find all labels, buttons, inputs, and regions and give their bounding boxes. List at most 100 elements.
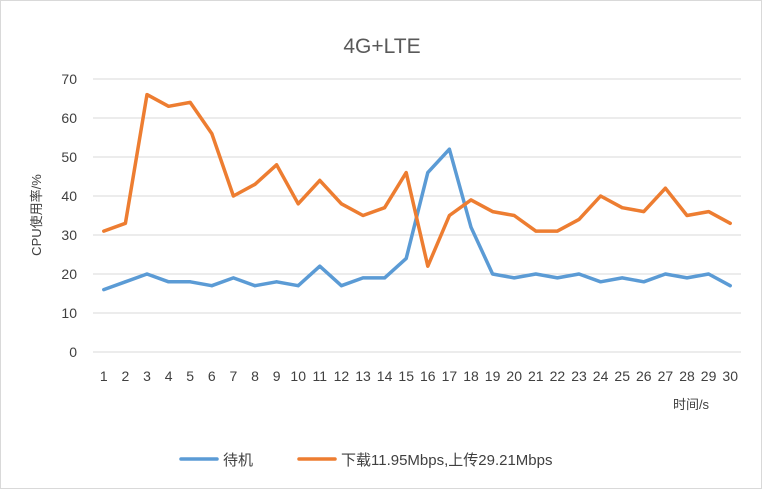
data-point bbox=[383, 276, 387, 280]
y-tick-label: 60 bbox=[61, 110, 77, 126]
chart-title: 4G+LTE bbox=[343, 35, 420, 58]
legend: 待机 下载11.95Mbps,上传29.21Mbps bbox=[179, 452, 553, 469]
data-point bbox=[318, 178, 322, 182]
data-point bbox=[491, 272, 495, 276]
series-line-1 bbox=[102, 92, 732, 268]
data-point bbox=[167, 104, 171, 108]
x-tick-label: 19 bbox=[485, 368, 501, 384]
x-tick-label: 2 bbox=[122, 368, 130, 384]
data-point bbox=[145, 93, 149, 97]
data-point bbox=[707, 272, 711, 276]
data-point bbox=[707, 210, 711, 214]
data-point bbox=[620, 276, 624, 280]
x-tick-label: 15 bbox=[398, 368, 414, 384]
data-point bbox=[231, 276, 235, 280]
legend-label-1: 下载11.95Mbps,上传29.21Mbps bbox=[341, 452, 553, 469]
x-tick-label: 7 bbox=[230, 368, 238, 384]
data-point bbox=[512, 276, 516, 280]
x-tick-label: 30 bbox=[722, 368, 738, 384]
x-tick-label: 18 bbox=[463, 368, 479, 384]
y-tick-label: 0 bbox=[69, 344, 77, 360]
x-tick-label: 4 bbox=[165, 368, 173, 384]
data-point bbox=[685, 276, 689, 280]
data-point bbox=[685, 214, 689, 217]
data-point bbox=[426, 264, 430, 268]
data-point bbox=[728, 284, 732, 288]
x-tick-label: 13 bbox=[355, 368, 371, 384]
data-point bbox=[599, 280, 603, 284]
data-point bbox=[318, 264, 322, 268]
y-axis-ticks: 0 10 20 30 40 50 60 70 bbox=[61, 71, 77, 360]
x-tick-label: 27 bbox=[658, 368, 674, 384]
x-tick-label: 29 bbox=[701, 368, 717, 384]
data-point bbox=[275, 163, 279, 167]
x-axis-label: 时间/s bbox=[673, 397, 710, 412]
data-point bbox=[167, 280, 171, 284]
data-point bbox=[642, 210, 646, 214]
data-point bbox=[188, 100, 192, 104]
x-tick-label: 3 bbox=[143, 368, 151, 384]
x-axis-ticks: 1 2 3 4 5 6 7 8 9 10 11 12 13 14 15 16 17 18 19 20 21 22 23 24 2… bbox=[100, 368, 738, 384]
x-tick-label: 9 bbox=[273, 368, 281, 384]
data-point bbox=[383, 206, 387, 210]
x-tick-label: 23 bbox=[571, 368, 587, 384]
data-point bbox=[275, 280, 279, 284]
data-point bbox=[469, 225, 473, 229]
data-point bbox=[620, 206, 624, 210]
legend-label-0: 待机 bbox=[223, 452, 253, 469]
data-point bbox=[210, 284, 214, 288]
data-point bbox=[577, 217, 581, 221]
y-tick-label: 70 bbox=[61, 71, 77, 87]
data-point bbox=[145, 272, 149, 276]
data-point bbox=[555, 229, 559, 233]
data-point bbox=[339, 202, 343, 206]
data-point bbox=[599, 194, 603, 198]
data-point bbox=[253, 284, 257, 288]
y-tick-label: 20 bbox=[61, 266, 77, 282]
data-point bbox=[447, 214, 451, 217]
x-tick-label: 20 bbox=[506, 368, 522, 384]
series-lines bbox=[102, 92, 732, 292]
data-point bbox=[361, 276, 365, 280]
x-tick-label: 14 bbox=[377, 368, 393, 384]
x-tick-label: 22 bbox=[550, 368, 566, 384]
data-point bbox=[663, 272, 667, 276]
data-point bbox=[447, 147, 451, 151]
x-tick-label: 16 bbox=[420, 368, 436, 384]
data-point bbox=[534, 272, 538, 276]
x-tick-label: 12 bbox=[334, 368, 350, 384]
data-point bbox=[426, 171, 430, 175]
y-tick-label: 50 bbox=[61, 149, 77, 165]
data-point bbox=[188, 280, 192, 284]
data-point bbox=[663, 186, 667, 190]
data-point bbox=[210, 132, 214, 136]
data-point bbox=[728, 221, 732, 225]
data-point bbox=[339, 284, 343, 288]
data-point bbox=[577, 272, 581, 276]
data-point bbox=[102, 288, 106, 292]
data-point bbox=[123, 280, 127, 284]
data-point bbox=[555, 276, 559, 280]
x-tick-label: 5 bbox=[186, 368, 194, 384]
data-point bbox=[404, 171, 408, 175]
x-tick-label: 26 bbox=[636, 368, 652, 384]
data-point bbox=[404, 256, 408, 260]
data-point bbox=[534, 229, 538, 233]
x-tick-label: 21 bbox=[528, 368, 544, 384]
y-tick-label: 30 bbox=[61, 227, 77, 243]
data-point bbox=[512, 214, 516, 217]
data-point bbox=[296, 202, 300, 206]
x-tick-label: 1 bbox=[100, 368, 108, 384]
data-point bbox=[469, 198, 473, 202]
x-tick-label: 6 bbox=[208, 368, 216, 384]
data-point bbox=[102, 229, 106, 233]
data-point bbox=[296, 284, 300, 288]
data-point bbox=[642, 280, 646, 284]
x-tick-label: 25 bbox=[614, 368, 630, 384]
y-tick-label: 10 bbox=[61, 305, 77, 321]
y-axis-label: CPU使用率/% bbox=[29, 174, 44, 256]
x-tick-label: 10 bbox=[290, 368, 306, 384]
y-tick-label: 40 bbox=[61, 188, 77, 204]
